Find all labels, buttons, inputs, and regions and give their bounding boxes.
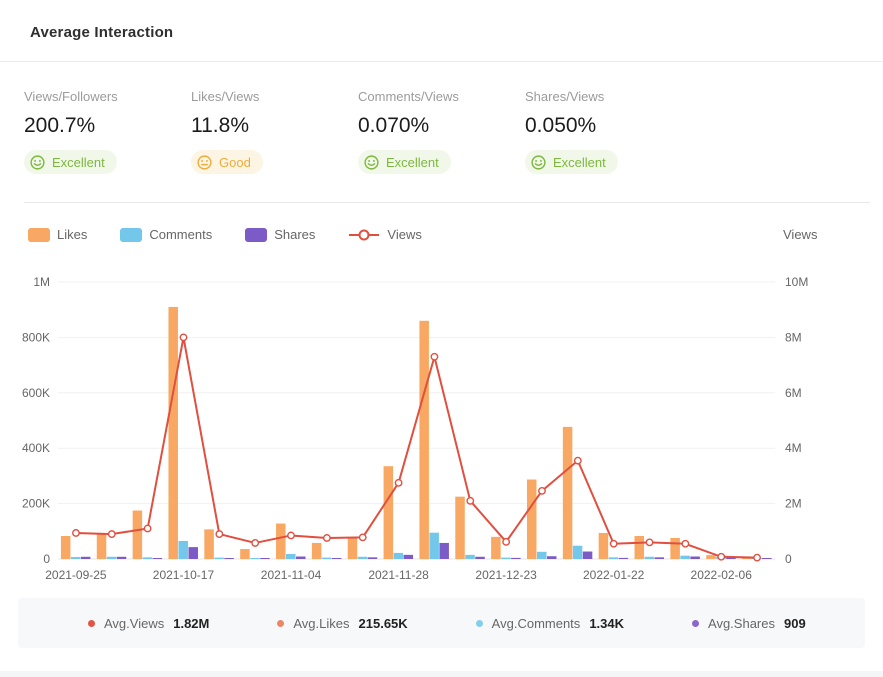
summary-value: 215.65K <box>358 615 408 631</box>
svg-text:2M: 2M <box>785 496 802 510</box>
svg-text:0: 0 <box>43 552 50 566</box>
summary-avg-views: Avg.Views 1.82M <box>88 616 209 631</box>
smiley-excellent-icon <box>30 154 45 170</box>
shares-swatch-icon <box>245 227 268 242</box>
legend-label: Likes <box>57 227 88 242</box>
svg-text:2021-11-04: 2021-11-04 <box>261 568 322 582</box>
metric-value: 0.070% <box>358 114 430 137</box>
svg-text:2021-09-25: 2021-09-25 <box>45 568 107 582</box>
comments-dot-icon <box>475 619 483 627</box>
summary-label: Avg.Comments <box>491 615 581 631</box>
metric-value: 0.050% <box>525 114 597 137</box>
svg-text:8M: 8M <box>785 330 802 344</box>
summary-box: Avg.Views 1.82M Avg.Likes 215.65K Avg.Co… <box>18 598 865 648</box>
rating-badge: Excellent <box>358 150 451 174</box>
svg-text:6M: 6M <box>785 385 802 399</box>
views-line <box>75 335 758 559</box>
line-marker-icon <box>348 228 380 242</box>
summary-label: Avg.Likes <box>293 615 350 631</box>
legend-label: Comments <box>149 227 213 242</box>
legend-likes[interactable]: Likes <box>28 227 87 242</box>
legend-label: Shares <box>274 227 316 242</box>
shares-dot-icon <box>692 619 700 627</box>
metric-value: 200.7% <box>24 114 96 137</box>
likes-dot-icon <box>277 619 285 627</box>
summary-label: Avg.Views <box>104 615 165 631</box>
rating-badge: Good <box>191 150 263 174</box>
metric-shares-views: Shares/Views 0.050% Excellent <box>525 89 692 176</box>
bars-likes <box>60 306 752 559</box>
legend-views[interactable]: Views <box>348 227 422 242</box>
metric-likes-views: Likes/Views 11.8% Good <box>191 89 358 176</box>
legend-shares[interactable]: Shares <box>245 227 315 242</box>
metric-value: 11.8% <box>191 114 249 137</box>
metric-label: Comments/Views <box>358 89 459 104</box>
interaction-chart[interactable]: 0 0 200K 2M 400K 4M 600K 6M 800K 8M 1M 10M 2021-09-2… <box>0 254 883 589</box>
svg-text:2022-01-22: 2022-01-22 <box>583 568 645 582</box>
svg-text:400K: 400K <box>22 441 50 455</box>
rating-text: Excellent <box>553 154 606 170</box>
rating-text: Good <box>219 154 251 170</box>
svg-text:10M: 10M <box>785 275 808 289</box>
summary-avg-likes: Avg.Likes 215.65K <box>277 615 408 631</box>
metrics-row: Views/Followers 200.7% Excellent Likes/V… <box>0 62 883 176</box>
summary-label: Avg.Shares <box>708 615 775 631</box>
summary-avg-comments: Avg.Comments 1.34K <box>475 615 625 631</box>
metric-comments-views: Comments/Views 0.070% Excellent <box>358 89 525 176</box>
svg-text:4M: 4M <box>785 441 802 455</box>
svg-text:0: 0 <box>785 552 792 566</box>
svg-text:2022-02-06: 2022-02-06 <box>691 568 753 582</box>
page-title: Average Interaction <box>30 24 174 41</box>
svg-text:200K: 200K <box>22 496 50 510</box>
rating-text: Excellent <box>386 154 439 170</box>
legend-label: Views <box>387 227 422 242</box>
summary-value: 1.34K <box>589 615 625 631</box>
metric-label: Shares/Views <box>525 89 605 104</box>
card-header: Average Interaction <box>0 0 883 62</box>
metric-views-followers: Views/Followers 200.7% Excellent <box>24 89 191 176</box>
svg-text:2021-11-28: 2021-11-28 <box>368 568 429 582</box>
svg-text:800K: 800K <box>22 330 50 344</box>
svg-text:2021-12-23: 2021-12-23 <box>475 568 537 582</box>
likes-swatch-icon <box>28 227 50 242</box>
svg-text:1M: 1M <box>33 275 50 289</box>
rating-text: Excellent <box>52 154 105 170</box>
smiley-excellent-icon <box>531 154 546 170</box>
smiley-excellent-icon <box>364 154 379 170</box>
summary-avg-shares: Avg.Shares 909 <box>692 616 806 631</box>
rating-badge: Excellent <box>24 150 117 174</box>
chart-legend: Likes Comments Shares Views Views <box>0 225 883 245</box>
svg-text:2021-10-17: 2021-10-17 <box>153 568 215 582</box>
smiley-good-icon <box>197 154 212 170</box>
section-divider <box>24 201 870 203</box>
summary-value: 909 <box>783 615 806 631</box>
rating-badge: Excellent <box>525 150 618 174</box>
metric-label: Likes/Views <box>191 89 260 104</box>
bars-shares <box>80 542 772 559</box>
views-dot-icon <box>88 619 95 627</box>
legend-comments[interactable]: Comments <box>120 227 212 242</box>
bottom-band <box>0 671 883 677</box>
summary-value: 1.82M <box>173 615 210 631</box>
comments-swatch-icon <box>120 227 143 242</box>
right-axis-title: Views <box>783 226 818 242</box>
svg-text:600K: 600K <box>22 385 50 399</box>
metric-label: Views/Followers <box>24 89 118 104</box>
